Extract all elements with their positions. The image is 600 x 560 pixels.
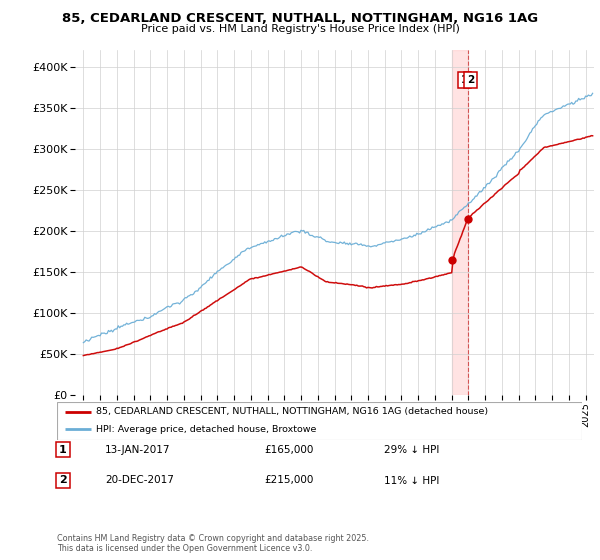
Text: 1: 1 [59,445,67,455]
Text: HPI: Average price, detached house, Broxtowe: HPI: Average price, detached house, Brox… [97,425,317,434]
Text: 29% ↓ HPI: 29% ↓ HPI [384,445,439,455]
Text: £215,000: £215,000 [264,475,313,486]
Text: 20-DEC-2017: 20-DEC-2017 [105,475,174,486]
Text: 2: 2 [59,475,67,486]
Text: 1: 1 [461,74,469,85]
Text: 85, CEDARLAND CRESCENT, NUTHALL, NOTTINGHAM, NG16 1AG: 85, CEDARLAND CRESCENT, NUTHALL, NOTTING… [62,12,538,25]
Text: £165,000: £165,000 [264,445,313,455]
Text: Contains HM Land Registry data © Crown copyright and database right 2025.
This d: Contains HM Land Registry data © Crown c… [57,534,369,553]
Bar [452,50,468,395]
Text: 13-JAN-2017: 13-JAN-2017 [105,445,170,455]
Text: 85, CEDARLAND CRESCENT, NUTHALL, NOTTINGHAM, NG16 1AG (detached house): 85, CEDARLAND CRESCENT, NUTHALL, NOTTING… [97,407,488,416]
Text: Price paid vs. HM Land Registry's House Price Index (HPI): Price paid vs. HM Land Registry's House … [140,24,460,34]
Text: 11% ↓ HPI: 11% ↓ HPI [384,475,439,486]
Text: 2: 2 [467,74,475,85]
